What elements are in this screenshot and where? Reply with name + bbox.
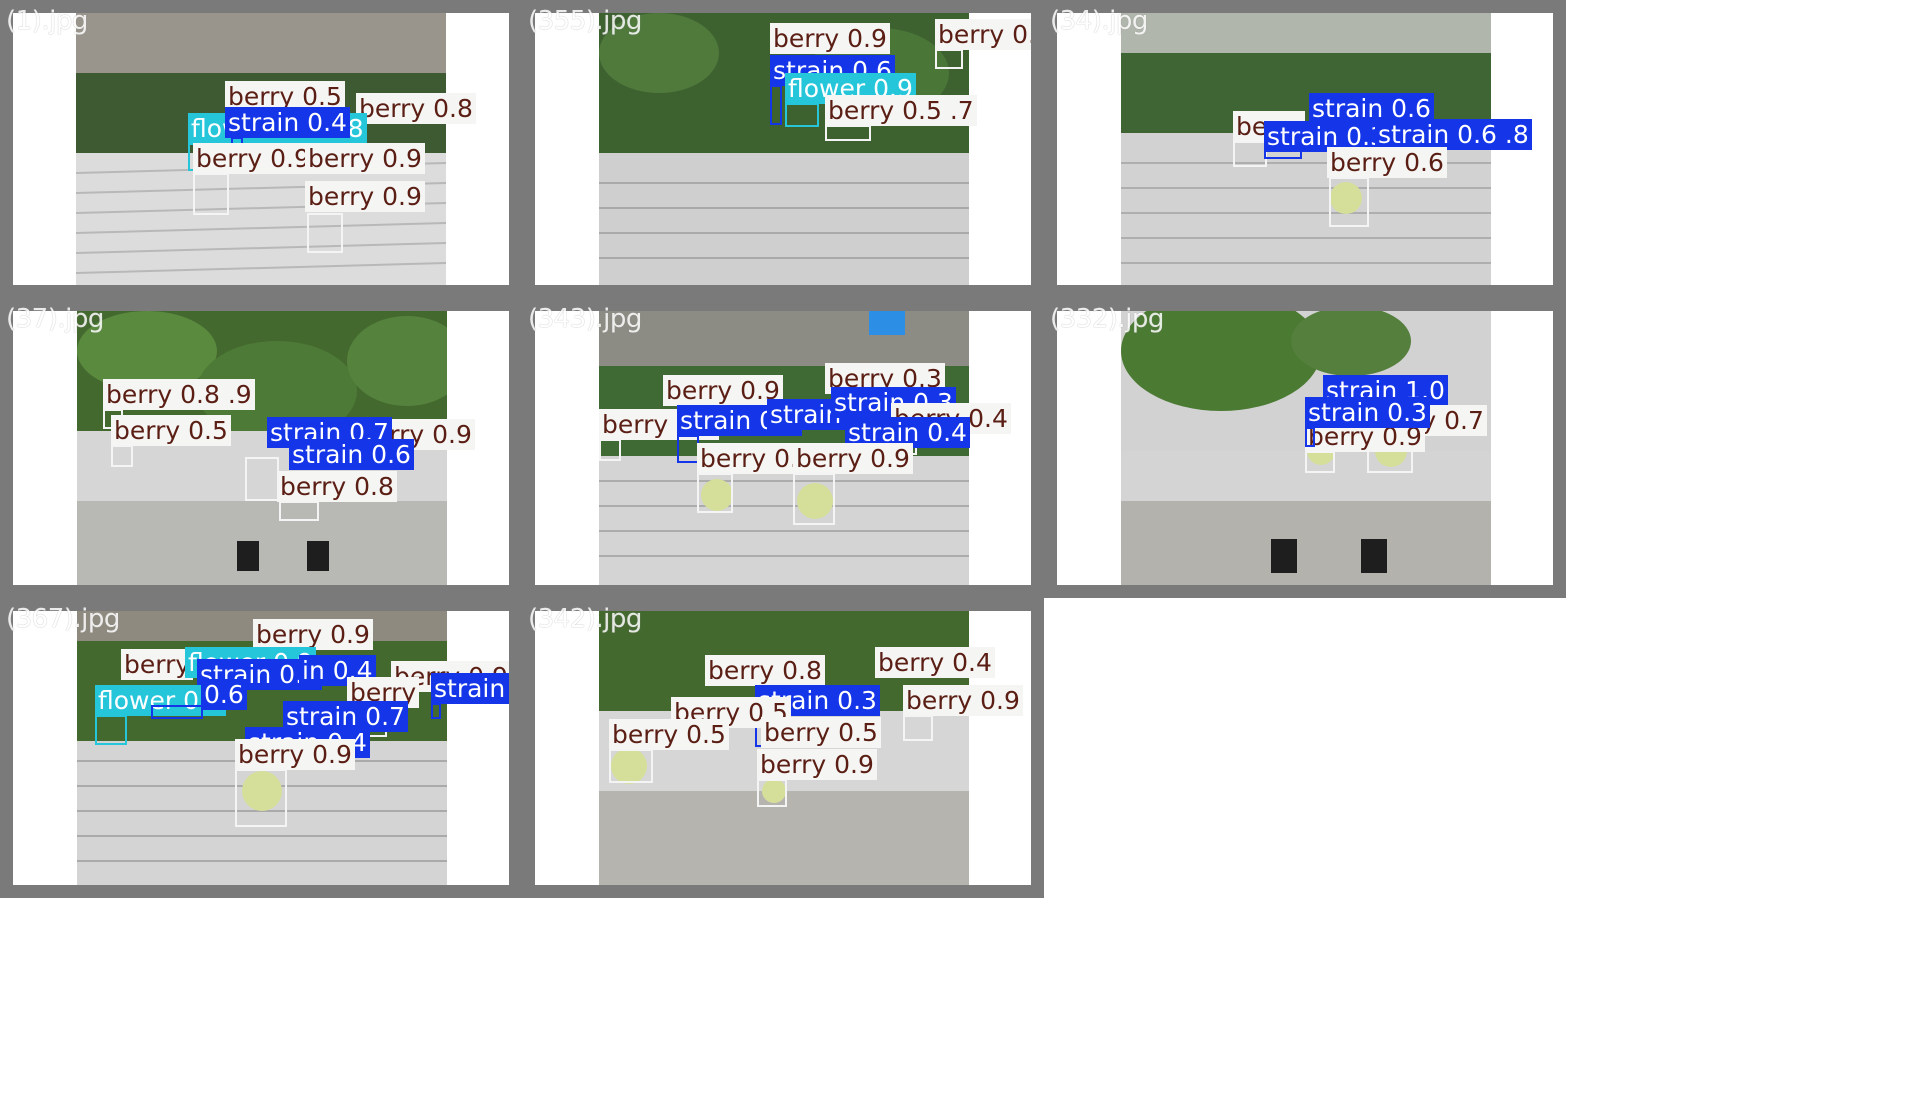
image-filename: (367).jpg xyxy=(6,604,120,634)
bounding-box xyxy=(770,85,782,125)
result-tile[interactable]: berry 0.9 berry 0.7 strain 0.6 flower 0.… xyxy=(522,0,1044,298)
bounding-box xyxy=(279,501,319,521)
bounding-box xyxy=(825,125,871,141)
result-tile[interactable]: berry 0.8 berry 0.4 strain 0.3 berry 0.9… xyxy=(522,598,1044,898)
bounding-box xyxy=(431,703,441,719)
bounding-box xyxy=(1305,451,1335,473)
bounding-box xyxy=(935,49,963,69)
bounding-box xyxy=(1305,427,1315,447)
bounding-box xyxy=(95,715,127,745)
image-filename: (1).jpg xyxy=(6,6,88,36)
image-filename: (355).jpg xyxy=(528,6,642,36)
image-filename: (343).jpg xyxy=(528,304,642,334)
detection-label: berry xyxy=(121,649,194,680)
image-filename: (37).jpg xyxy=(6,304,104,334)
detection-label: berry 0.5 xyxy=(111,415,231,446)
bounding-box xyxy=(1264,149,1302,159)
detection-label: berry 0.5 xyxy=(609,719,729,750)
result-tile[interactable]: berry 0.9 berry flower 0.9 berry 0.9 str… xyxy=(0,598,522,898)
tile-image-area: berry strain 0.6 strain 0.3 strain 0.6 .… xyxy=(1057,13,1553,285)
detection-label: berry 0.9 xyxy=(305,181,425,212)
result-tile[interactable]: berry 0.8 .9 berry 0.5 berry 0.9 strain … xyxy=(0,298,522,598)
bounding-box xyxy=(245,457,279,501)
detection-label: strain 0.6 xyxy=(1309,93,1434,124)
detection-label: strain 0.7 xyxy=(283,701,408,732)
detection-label: berry 0.5 .7 xyxy=(825,95,977,126)
detection-label: berry 0.8 xyxy=(277,471,397,502)
bounding-box xyxy=(697,473,733,513)
bounding-box xyxy=(151,705,203,719)
detection-label: berry 0.7 xyxy=(935,19,1031,50)
result-tile[interactable]: berry strain 0.6 strain 0.3 strain 0.6 .… xyxy=(1044,0,1566,298)
bounding-box xyxy=(1233,141,1267,167)
tile-image-area: berry 0.9 berry 0.3 berry 0.7 strain 0.4… xyxy=(535,311,1031,585)
bounding-box xyxy=(235,769,287,827)
detection-label: berry 0.9 xyxy=(235,739,355,770)
result-tile[interactable]: berry 0.9 berry 0.3 berry 0.7 strain 0.4… xyxy=(522,298,1044,598)
bounding-box xyxy=(903,715,933,741)
bounding-box xyxy=(757,779,787,807)
detection-label: strain 0.6 .8 xyxy=(1375,119,1532,150)
bounding-box xyxy=(785,103,819,127)
detection-label: strain 0.3 xyxy=(1264,121,1389,152)
image-filename: (332).jpg xyxy=(1050,304,1164,334)
detection-label: berry 0.8 xyxy=(705,655,825,686)
tile-image-area: berry 0.8 .9 berry 0.5 berry 0.9 strain … xyxy=(13,311,509,585)
bounding-box xyxy=(793,473,835,525)
detection-label: berry 0.9 xyxy=(193,143,313,174)
bounding-box xyxy=(193,173,229,215)
tile-image-area: berry 0.5 berry 0.8 flower 0.5 0.8 strai… xyxy=(13,13,509,285)
bounding-box xyxy=(599,439,621,461)
detection-label: berry 0.9 xyxy=(663,375,783,406)
tile-image-area: berry 0.9 berry flower 0.9 berry 0.9 str… xyxy=(13,611,509,885)
result-tile[interactable]: berry 0.5 berry 0.8 flower 0.5 0.8 strai… xyxy=(0,0,522,298)
detection-label: berry 0.9 xyxy=(770,23,890,54)
tile-image-area: strain 1.0 berry 0.7 berry 0.9 strain 0.… xyxy=(1057,311,1553,585)
detection-label: strain 0.4 xyxy=(225,107,350,138)
bounding-box xyxy=(307,213,343,253)
detection-label: berry 0.9 xyxy=(757,749,877,780)
bounding-box xyxy=(609,749,653,783)
detection-label: berry 0.4 xyxy=(875,647,995,678)
bounding-box xyxy=(111,445,133,467)
bounding-box xyxy=(1329,177,1369,227)
result-tile[interactable]: strain 1.0 berry 0.7 berry 0.9 strain 0.… xyxy=(1044,298,1566,598)
detection-label: berry 0.9 xyxy=(305,143,425,174)
detection-label: strain 0.4 xyxy=(431,673,509,704)
detection-label: berry 0.5 xyxy=(761,717,881,748)
detection-label: berry 0.9 xyxy=(253,619,373,650)
image-filename: (34).jpg xyxy=(1050,6,1148,36)
tile-image-area: berry 0.8 berry 0.4 strain 0.3 berry 0.9… xyxy=(535,611,1031,885)
detection-label: berry 0.8 xyxy=(356,93,476,124)
detection-label: berry 0.9 xyxy=(903,685,1023,716)
detection-label: strain 0.3 xyxy=(1305,397,1430,428)
detection-label: strain 0.6 xyxy=(289,439,414,470)
detection-label: berry 0.8 .9 xyxy=(103,379,255,410)
detection-label: berry 0.5 xyxy=(225,81,345,112)
tile-image-area: berry 0.9 berry 0.7 strain 0.6 flower 0.… xyxy=(535,13,1031,285)
detection-label: strain 0.4 xyxy=(845,417,970,448)
detection-label: 0.6 xyxy=(201,679,247,710)
detection-label: berry 0.9 xyxy=(793,443,913,474)
detection-label: berry 0.6 xyxy=(1327,147,1447,178)
image-filename: (342).jpg xyxy=(528,604,642,634)
detection-label: berry 0.7 xyxy=(599,409,719,440)
bounding-box xyxy=(677,435,699,463)
